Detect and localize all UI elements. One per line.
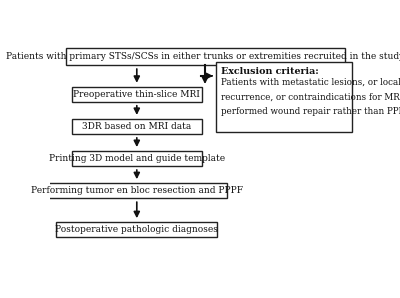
Bar [72,87,202,102]
Text: 3DR based on MRI data: 3DR based on MRI data [82,122,192,131]
Bar [56,222,218,237]
Bar [216,62,352,132]
Text: Printing 3D model and guide template: Printing 3D model and guide template [49,154,225,163]
Text: Performing tumor en bloc resection and PPPF: Performing tumor en bloc resection and P… [31,186,243,195]
Text: Preoperative thin-slice MRI: Preoperative thin-slice MRI [73,90,200,99]
Bar [66,48,344,65]
Bar [72,151,202,166]
Text: Exclusion criteria:: Exclusion criteria: [222,67,319,76]
Text: Postoperative pathologic diagnoses: Postoperative pathologic diagnoses [55,225,218,234]
Text: Patients with primary STSs/SCSs in either trunks or extremities recruited in the: Patients with primary STSs/SCSs in eithe… [6,52,400,61]
Bar [72,119,202,134]
Bar [47,183,227,198]
Text: Patients with metastatic lesions, or local
recurrence, or contraindications for : Patients with metastatic lesions, or loc… [222,78,400,116]
